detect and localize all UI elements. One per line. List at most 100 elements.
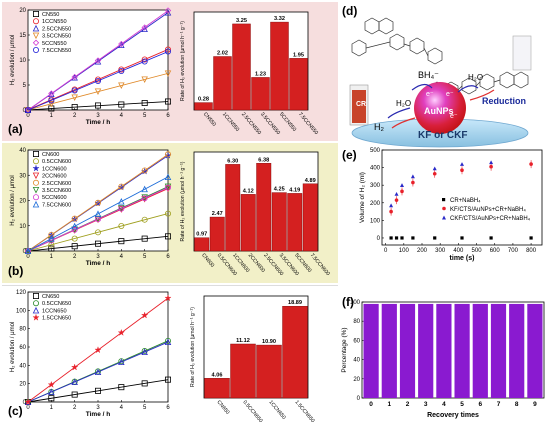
c-line-point-1CCN650 [118, 358, 125, 366]
b-bar-bar-value-label: 2.47 [212, 211, 223, 217]
c-bar-category-label: 1.5CCN650 [293, 399, 315, 424]
a-line-legend-marker-1CCN550 [33, 18, 40, 25]
f-bar-3 [418, 303, 434, 398]
f-ytick-label: 40 [353, 358, 360, 364]
c-bar-bar-1.5CCN650 [282, 306, 308, 399]
e-point-KF/CTS/AuNPs+CR+NaBH₄ [432, 171, 437, 176]
b-line-point-5CCN600 [141, 195, 148, 202]
c-line-legend-marker-1.5CCN650 [32, 313, 40, 321]
c-bar-category-label: CN650 [215, 399, 230, 415]
b-line-legend-label-7.5CCN600: 7.5CCN600 [42, 202, 71, 208]
b-line-point-7.5CCN600 [94, 210, 102, 217]
electron-label-3: e⁻ [450, 113, 458, 120]
e-point-CKF/CTS/AuNPs+CR+NaBH₄ [410, 174, 415, 179]
b-line-legend-label-5CCN600: 5CCN600 [42, 195, 67, 201]
f-category-label: 9 [533, 401, 537, 408]
a-line-xtick-label: 5 [143, 113, 147, 119]
c-line-xtick-label: 2 [73, 405, 77, 411]
a-line-point-CN550 [95, 102, 102, 109]
c-line-y-axis-label: H₂ evolution / μmol [10, 322, 16, 372]
b-line-legend-label-1CCN600: 1CCN600 [42, 166, 67, 172]
c-line-legend-marker-CN650 [33, 292, 40, 299]
b-line-ytick-label: 20 [19, 199, 26, 205]
b-line-xtick-label: 5 [143, 254, 147, 260]
b-line-legend-label-0.5CCN600: 0.5CCN600 [42, 159, 71, 165]
a-line-ytick-label: 5 [23, 83, 27, 89]
c-line-xtick-label: 6 [166, 405, 170, 411]
dye-solution-left [352, 90, 366, 123]
f-x-axis-label: Recovery times [427, 412, 479, 419]
e-point-CKF/CTS/AuNPs+CR+NaBH₄ [460, 162, 464, 166]
a-line-legend-marker-3.5CCN550 [32, 32, 40, 40]
b-line-point-2.5CCN600 [95, 199, 102, 206]
f-bar-7 [490, 303, 507, 398]
b-line-legend-marker-3.5CCN600 [32, 186, 40, 194]
b-line-legend-label-CN600: CN600 [42, 152, 59, 158]
a-bar-bar-3.5CCN550 [251, 77, 270, 111]
f-category-label: 2 [406, 401, 410, 408]
b-line-x-axis-label: Time / h [86, 260, 110, 267]
e-xtick-label: 200 [417, 248, 428, 254]
a-line-point-5CCN550 [141, 24, 148, 31]
e-legend-marker-CR+NaBH₄ [442, 198, 446, 202]
aunps-label: AuNPs [424, 106, 454, 116]
b-line-point-3.5CCN600 [164, 183, 172, 191]
reaction-scheme: BH₄⁻ H₂O H₂O H₂ Reduction AuNPs KF or CK… [349, 17, 532, 148]
b-bar-y-axis-label: Rate of H₂ evolution (μmol h⁻¹ g⁻¹) [180, 161, 186, 241]
e-point-CR+NaBH₄ [400, 236, 404, 240]
c-line-ytick-label: 100 [16, 308, 27, 314]
b-line-legend-marker-7.5CCN600 [32, 200, 40, 208]
a-line-point-7.5CCN550 [24, 107, 31, 114]
a-line-legend-label-2.5CCN550: 2.5CCN550 [42, 26, 71, 32]
panel-label-b: (b) [8, 264, 24, 278]
a-bar-category-label: 1CCN550 [221, 111, 240, 132]
e-legend-label-KF/CTS/AuNPs+CR+NaBH₄: KF/CTS/AuNPs+CR+NaBH₄ [450, 207, 526, 213]
a-line-point-5CCN550 [118, 40, 125, 48]
c-line-ytick-label: 20 [19, 382, 26, 388]
a-line-point-CN550 [118, 101, 125, 108]
b-line-point-0.5CCN600 [118, 223, 125, 230]
e-point-CKF/CTS/AuNPs+CR+NaBH₄ [432, 166, 437, 171]
a-line-point-5CCN550 [94, 57, 102, 64]
a-bar-bar-5CCN550 [270, 21, 289, 111]
a-line-x-axis-label: Time / h [86, 119, 110, 126]
f-bar-1 [381, 303, 397, 398]
e-point-CR+NaBH₄ [394, 236, 399, 240]
a-line-xtick-label: 1 [50, 113, 54, 119]
e-legend-label-CKF/CTS/AuNPs+CR+NaBH₄: CKF/CTS/AuNPs+CR+NaBH₄ [450, 216, 531, 222]
a-line-point-3.5CCN550 [48, 101, 55, 108]
b-line-point-7.5CCN600 [141, 185, 148, 193]
a-line-xtick-label: 2 [73, 113, 77, 119]
c-line-point-CN650 [48, 395, 55, 402]
f-category-label: 6 [478, 401, 482, 408]
b-line-ytick-label: 40 [19, 148, 26, 154]
b-line-point-2.5CCN600 [141, 167, 148, 174]
a-line-legend-label-7.5CCN550: 7.5CCN550 [42, 48, 71, 54]
c-line-ytick-label: 120 [16, 290, 27, 296]
b-line-point-5CCN600 [71, 226, 78, 233]
f-ytick-label: 20 [353, 377, 360, 383]
a-bar-y-axis-label: Rate of H₂ evolution (μmol h⁻¹ g⁻¹) [180, 21, 186, 101]
e-point-KF/CTS/AuNPs+CR+NaBH₄ [489, 164, 493, 169]
f-category-label: 3 [424, 401, 428, 408]
f-ytick-label: 100 [350, 300, 361, 306]
c-bar-bar-value-label: 18.89 [288, 300, 302, 306]
a-line-legend-label-CN550: CN550 [42, 12, 59, 18]
a-line-legend-marker-CN550 [33, 10, 40, 17]
f-category-label: 0 [369, 401, 373, 408]
a-line-point-7.5CCN550 [71, 87, 78, 94]
a-bar-bar-value-label: 0.28 [198, 97, 209, 103]
e-point-CR+NaBH₄ [433, 236, 437, 240]
c-line-point-1.5CCN650 [47, 380, 56, 388]
b-bar-bar-value-label: 4.12 [243, 188, 254, 194]
c-bar-bar-value-label: 10.90 [262, 339, 276, 345]
a-bar-bar-1CCN550 [213, 56, 232, 111]
b-line-point-2.5CCN600 [71, 215, 78, 222]
b-line-y-axis-label: H₂ evolution / μmol [10, 175, 16, 225]
e-y-axis-label: Volume of H₂ (ml) [359, 172, 366, 223]
f-y-axis-label: Percentage (%) [341, 327, 348, 372]
b-line-point-7.5CCN600 [71, 222, 78, 230]
c-line-point-1CCN650 [71, 378, 78, 386]
f-category-label: 1 [387, 401, 391, 408]
